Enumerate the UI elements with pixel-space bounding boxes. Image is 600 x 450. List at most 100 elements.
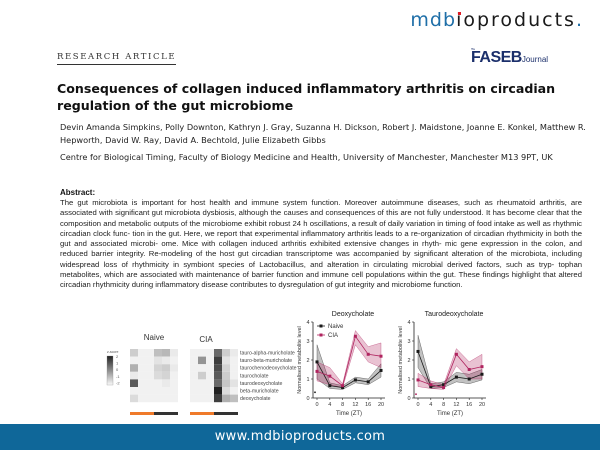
heatmap-cell: [222, 371, 230, 380]
heatmap-cell: [230, 349, 238, 357]
heatmap-cell: [222, 394, 230, 403]
x-tick: 20: [479, 402, 485, 408]
svg-text:-1: -1: [116, 374, 120, 379]
data-point: [366, 380, 370, 384]
heatmap-cell: [214, 379, 222, 387]
x-tick: 4: [328, 402, 331, 408]
heatmap: Naive CIA tauro-alpha-muricholatetauro-bet…: [106, 333, 297, 415]
y-tick: 1: [407, 377, 410, 383]
heatmap-cell: [190, 349, 198, 357]
heatmap-cell: [190, 364, 198, 372]
heatmap-row-label: tauro-alpha-muricholate: [240, 351, 295, 357]
heatmap-cell: [138, 379, 146, 387]
y-tick: 3: [306, 339, 309, 345]
heatmap-cell: [162, 379, 170, 387]
heatmap-cell: [130, 371, 138, 380]
mdbioproducts-logo: mdb ioproducts.: [410, 9, 584, 31]
heatmap-cell: [222, 356, 230, 365]
x-tick: 4: [429, 402, 432, 408]
heatmap-cell: [130, 394, 138, 403]
series-line: [417, 353, 483, 389]
logo-red-dot: [458, 12, 462, 15]
heatmap-cell: [206, 379, 214, 387]
data-point: [353, 334, 357, 338]
x-tick: 16: [365, 402, 371, 408]
heatmap-cell: [198, 394, 206, 403]
data-point: [379, 354, 383, 358]
heatmap-cell: [170, 371, 178, 380]
heatmap-cell: [154, 394, 162, 403]
data-point: [467, 368, 471, 371]
heatmap-cell: [170, 379, 178, 387]
data-point: [341, 386, 345, 390]
y-tick: 4: [306, 320, 309, 326]
heatmap-cell: [146, 371, 154, 380]
data-point: [379, 368, 383, 372]
heatmap-cell: [162, 356, 170, 365]
data-point: [454, 375, 458, 379]
heatmap-cell: [190, 394, 198, 403]
heatmap-cell: [138, 394, 146, 403]
heatmap-cell: [146, 349, 154, 357]
heatmap-cell: [198, 371, 206, 380]
data-point: [429, 385, 433, 389]
outlier-point: [314, 391, 316, 394]
heatmap-row-label: beta-muricholate: [240, 389, 279, 395]
heatmap-cell: [146, 387, 154, 395]
heatmap-cell: [138, 387, 146, 395]
chart-title: Deoxycholate: [332, 311, 375, 318]
data-point: [442, 383, 446, 387]
data-point: [480, 365, 484, 369]
heatmap-cell: [206, 371, 214, 380]
x-tick: 8: [341, 402, 344, 408]
author-list: Devin Amanda Simpkins, Polly Downton, Ka…: [60, 122, 586, 145]
heatmap-cell: [162, 364, 170, 372]
y-tick: 3: [407, 339, 410, 345]
x-tick: 20: [378, 402, 384, 408]
svg-text:1: 1: [116, 361, 119, 366]
outlier-point: [415, 393, 417, 396]
heatmap-cell: [206, 349, 214, 357]
heatmap-cell: [222, 349, 230, 357]
heatmap-cell: [130, 364, 138, 372]
data-point: [328, 374, 332, 378]
y-tick: 4: [407, 320, 410, 326]
heatmap-cell: [162, 387, 170, 395]
heatmap-cell: [230, 356, 238, 365]
chart-taurodeoxycholate: Taurodeoxycholate Normalised metabolite l…: [398, 311, 486, 417]
heatmap-cell: [162, 371, 170, 380]
heatmap-cell: [222, 379, 230, 387]
group-label-naive: Naive: [144, 333, 165, 342]
heatmap-row-label: taurochenodeoxycholate: [240, 366, 297, 372]
heatmap-cell: [130, 379, 138, 387]
heatmap-cell: [146, 364, 154, 372]
data-point: [341, 384, 345, 388]
heatmap-cell: [198, 364, 206, 372]
heatmap-cell: [214, 371, 222, 380]
heatmap-cell: [154, 371, 162, 380]
heatmap-cell: [198, 349, 206, 357]
data-point: [315, 360, 319, 364]
data-point: [366, 352, 370, 356]
heatmap-cell: [170, 387, 178, 395]
heatmap-cell: [214, 394, 222, 403]
heatmap-cell: [198, 379, 206, 387]
x-tick: 8: [442, 402, 445, 408]
heatmap-cell: [154, 379, 162, 387]
y-tick: 0: [407, 396, 410, 402]
heatmap-cell: [214, 356, 222, 365]
data-point: [454, 352, 458, 356]
heatmap-cell: [230, 394, 238, 403]
data-point: [442, 386, 446, 390]
heatmap-cell: [154, 356, 162, 365]
heatmap-row-label: tauro-beta-muricholate: [240, 358, 292, 364]
footer-url[interactable]: www.mdbioproducts.com: [0, 424, 600, 450]
x-tick: 16: [466, 402, 472, 408]
heatmap-cell: [190, 387, 198, 395]
heatmap-cell: [162, 349, 170, 357]
heatmap-cell: [154, 387, 162, 395]
heatmap-cell: [206, 364, 214, 372]
x-axis-label: Time (ZT): [336, 411, 362, 417]
figure-panel: Naive CIA tauro-alpha-muricholatetauro-bet…: [106, 311, 486, 417]
